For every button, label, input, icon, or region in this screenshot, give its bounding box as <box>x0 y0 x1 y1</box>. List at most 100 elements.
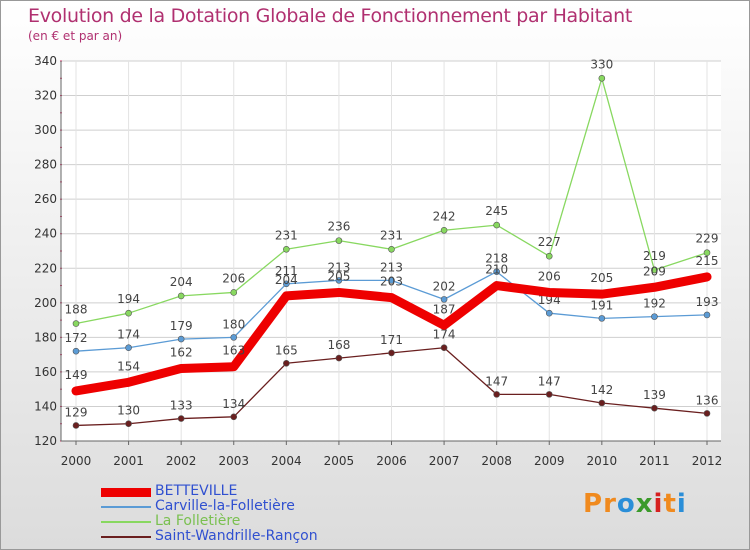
x-tick-label: 2011 <box>639 454 670 468</box>
data-point <box>125 420 132 428</box>
data-label: 172 <box>65 331 88 345</box>
data-label: 139 <box>643 388 666 402</box>
legend-swatch <box>101 488 151 497</box>
data-label: 229 <box>696 232 719 246</box>
data-label: 193 <box>696 295 719 309</box>
y-tick-label: 140 <box>34 399 57 413</box>
data-label: 213 <box>327 260 350 274</box>
x-tick-label: 2009 <box>534 454 565 468</box>
data-point <box>177 415 185 422</box>
x-tick-label: 2005 <box>324 454 355 468</box>
logo-letter: i <box>676 489 687 519</box>
data-label: 242 <box>433 209 456 223</box>
y-tick-label: 260 <box>34 192 57 206</box>
data-label: 204 <box>170 275 193 289</box>
data-label: 205 <box>590 271 613 285</box>
logo-letter: x <box>635 489 654 519</box>
data-point <box>703 410 711 417</box>
data-point <box>598 399 606 407</box>
logo-letter: o <box>616 489 636 519</box>
series-line-0 <box>71 272 712 396</box>
data-point <box>440 296 448 303</box>
legend-label: La Folletière <box>155 513 241 529</box>
data-point <box>335 237 343 244</box>
data-point <box>283 359 290 367</box>
logo-letter: r <box>603 489 617 519</box>
data-label: 231 <box>275 228 298 242</box>
data-label: 147 <box>538 374 561 388</box>
data-point <box>651 404 658 412</box>
data-label: 142 <box>590 383 613 397</box>
data-point <box>598 315 606 322</box>
data-point <box>545 252 553 260</box>
data-point <box>388 349 395 357</box>
logo-letter: P <box>583 489 604 519</box>
chart-title: Evolution de la Dotation Globale de Fonc… <box>28 5 633 27</box>
data-label: 174 <box>433 328 456 342</box>
data-label: 163 <box>222 344 245 358</box>
y-tick-label: 200 <box>34 296 57 310</box>
data-label: 218 <box>485 252 508 266</box>
data-label: 231 <box>380 228 403 242</box>
data-point <box>598 74 606 82</box>
data-label: 174 <box>117 328 140 342</box>
legend-label: Carville-la-Folletière <box>155 498 295 514</box>
data-label: 202 <box>433 279 456 293</box>
data-label: 192 <box>643 297 666 311</box>
data-label: 187 <box>433 302 456 316</box>
y-tick-label: 300 <box>34 123 57 137</box>
data-label: 205 <box>327 269 350 283</box>
data-point <box>230 334 238 341</box>
proxiti-logo: Proxiti <box>583 489 687 519</box>
x-tick-label: 2007 <box>429 454 460 468</box>
x-tick-label: 2010 <box>587 454 618 468</box>
legend-label: Saint-Wandrille-Rançon <box>155 528 318 544</box>
data-point <box>283 280 290 288</box>
data-label: 245 <box>485 204 508 218</box>
data-point <box>388 277 395 284</box>
logo-letter: t <box>663 489 677 519</box>
data-label: 165 <box>275 343 298 357</box>
data-label: 206 <box>222 271 245 285</box>
y-tick-label: 240 <box>34 227 57 241</box>
data-label: 236 <box>327 220 350 234</box>
y-tick-label: 160 <box>34 365 57 379</box>
data-point <box>72 347 80 355</box>
data-label: 219 <box>643 249 666 263</box>
y-tick-label: 340 <box>34 54 57 68</box>
x-tick-label: 2001 <box>113 454 144 468</box>
data-point <box>335 277 343 284</box>
legend-swatch <box>101 521 151 523</box>
data-label: 180 <box>222 317 245 331</box>
data-label: 133 <box>170 399 193 413</box>
legend-swatch <box>101 536 151 538</box>
data-point <box>72 320 80 327</box>
data-point <box>493 268 500 276</box>
x-tick-label: 2006 <box>376 454 407 468</box>
data-label: 194 <box>117 292 140 306</box>
data-point <box>545 391 553 398</box>
data-point <box>493 391 500 398</box>
data-label: 203 <box>380 275 403 289</box>
data-label: 210 <box>485 263 508 277</box>
x-tick-label: 2000 <box>61 454 92 468</box>
data-label: 168 <box>327 338 350 352</box>
legend-swatch <box>101 506 151 508</box>
data-point <box>440 344 448 352</box>
data-label: 136 <box>696 393 719 407</box>
data-label: 129 <box>65 405 88 419</box>
data-label: 154 <box>117 359 140 373</box>
data-label: 171 <box>380 333 403 347</box>
data-label: 179 <box>170 319 193 333</box>
data-label: 130 <box>117 404 140 418</box>
x-tick-label: 2004 <box>271 454 302 468</box>
data-point <box>388 245 395 253</box>
data-label: 215 <box>696 254 719 268</box>
data-label: 330 <box>590 57 613 71</box>
data-point <box>72 422 80 429</box>
y-tick-label: 180 <box>34 330 57 344</box>
data-label: 206 <box>538 269 561 283</box>
data-label: 191 <box>590 298 613 312</box>
